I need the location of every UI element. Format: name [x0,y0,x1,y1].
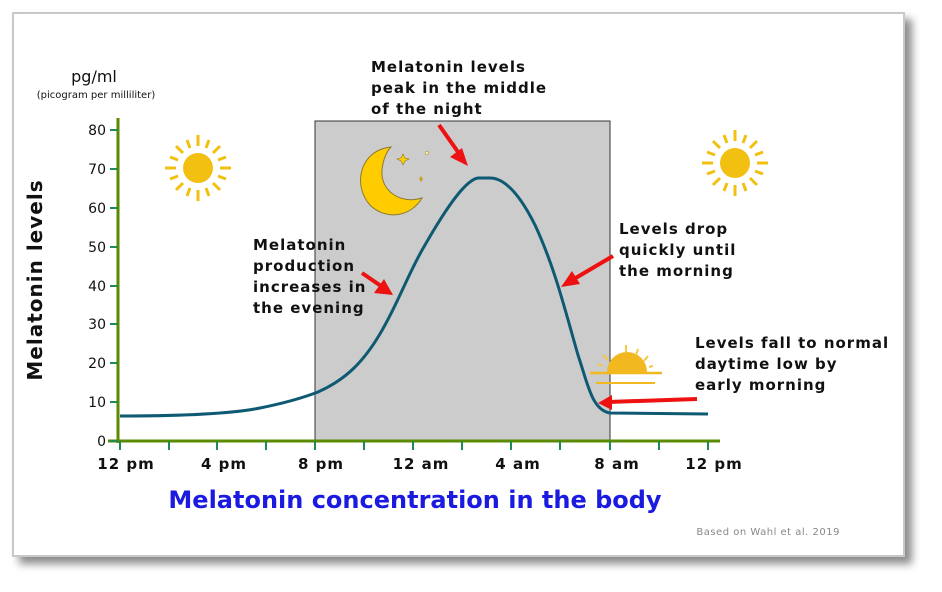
svg-text:12 am: 12 am [393,455,450,473]
svg-text:60: 60 [88,201,106,217]
svg-text:12 pm: 12 pm [97,455,154,473]
sun-icon-right [702,130,768,196]
arrow-low-icon [598,395,698,410]
svg-text:production: production [253,257,355,275]
sunrise-icon [590,345,662,384]
melatonin-curve [119,176,709,418]
svg-text:4 am: 4 am [495,455,540,473]
y-axis-title: Melatonin levels [23,179,47,380]
star-icon [419,176,423,182]
svg-text:daytime low by: daytime low by [695,355,838,373]
y-tick-labels: 0 10 20 30 40 50 60 70 80 [88,123,106,450]
moon-icon [360,146,430,216]
y-ticks [110,129,118,442]
arrow-peak-icon [437,123,468,166]
chart-title: Melatonin concentration in the body [168,486,662,514]
svg-text:Levels drop: Levels drop [619,220,728,238]
sun-icon-left [165,135,231,201]
svg-text:Melatonin levels: Melatonin levels [371,58,526,76]
x-ticks [119,441,709,450]
svg-text:Melatonin: Melatonin [253,236,346,254]
svg-text:peak in the middle: peak in the middle [371,79,547,97]
arrow-increase-icon [360,271,393,295]
svg-text:50: 50 [88,240,106,256]
svg-text:8 pm: 8 pm [298,455,344,473]
svg-text:early morning: early morning [695,376,826,394]
arrow-drop-icon [561,254,615,287]
x-tick-labels: 12 pm 4 pm 8 pm 12 am 4 am 8 am 12 pm [97,455,742,473]
y-unit-note: (picogram per milliliter) [37,90,156,101]
svg-text:30: 30 [88,317,106,333]
annotation-increase: Melatonin production increases in the ev… [253,236,366,317]
svg-text:increases in: increases in [253,278,366,296]
source-credit: Based on Wahl et al. 2019 [696,527,840,538]
svg-text:12 pm: 12 pm [685,455,742,473]
svg-text:10: 10 [88,395,106,411]
star-icon [424,150,430,156]
svg-text:8 am: 8 am [594,455,639,473]
svg-text:of the night: of the night [371,100,483,118]
star-icon [396,153,410,166]
y-unit-label: pg/ml [71,67,117,86]
svg-text:quickly until: quickly until [619,241,736,259]
annotation-low: Levels fall to normal daytime low by ear… [695,334,889,394]
svg-text:Levels fall to normal: Levels fall to normal [695,334,889,352]
annotation-peak: Melatonin levels peak in the middle of t… [371,58,547,118]
svg-text:4 pm: 4 pm [201,455,247,473]
svg-text:70: 70 [88,162,106,178]
svg-text:20: 20 [88,356,106,372]
svg-text:the evening: the evening [253,299,365,317]
svg-text:40: 40 [88,279,106,295]
annotation-drop: Levels drop quickly until the morning [619,220,736,280]
svg-text:0: 0 [97,434,106,450]
svg-text:the morning: the morning [619,262,734,280]
arrows [360,123,698,410]
svg-text:80: 80 [88,123,106,139]
